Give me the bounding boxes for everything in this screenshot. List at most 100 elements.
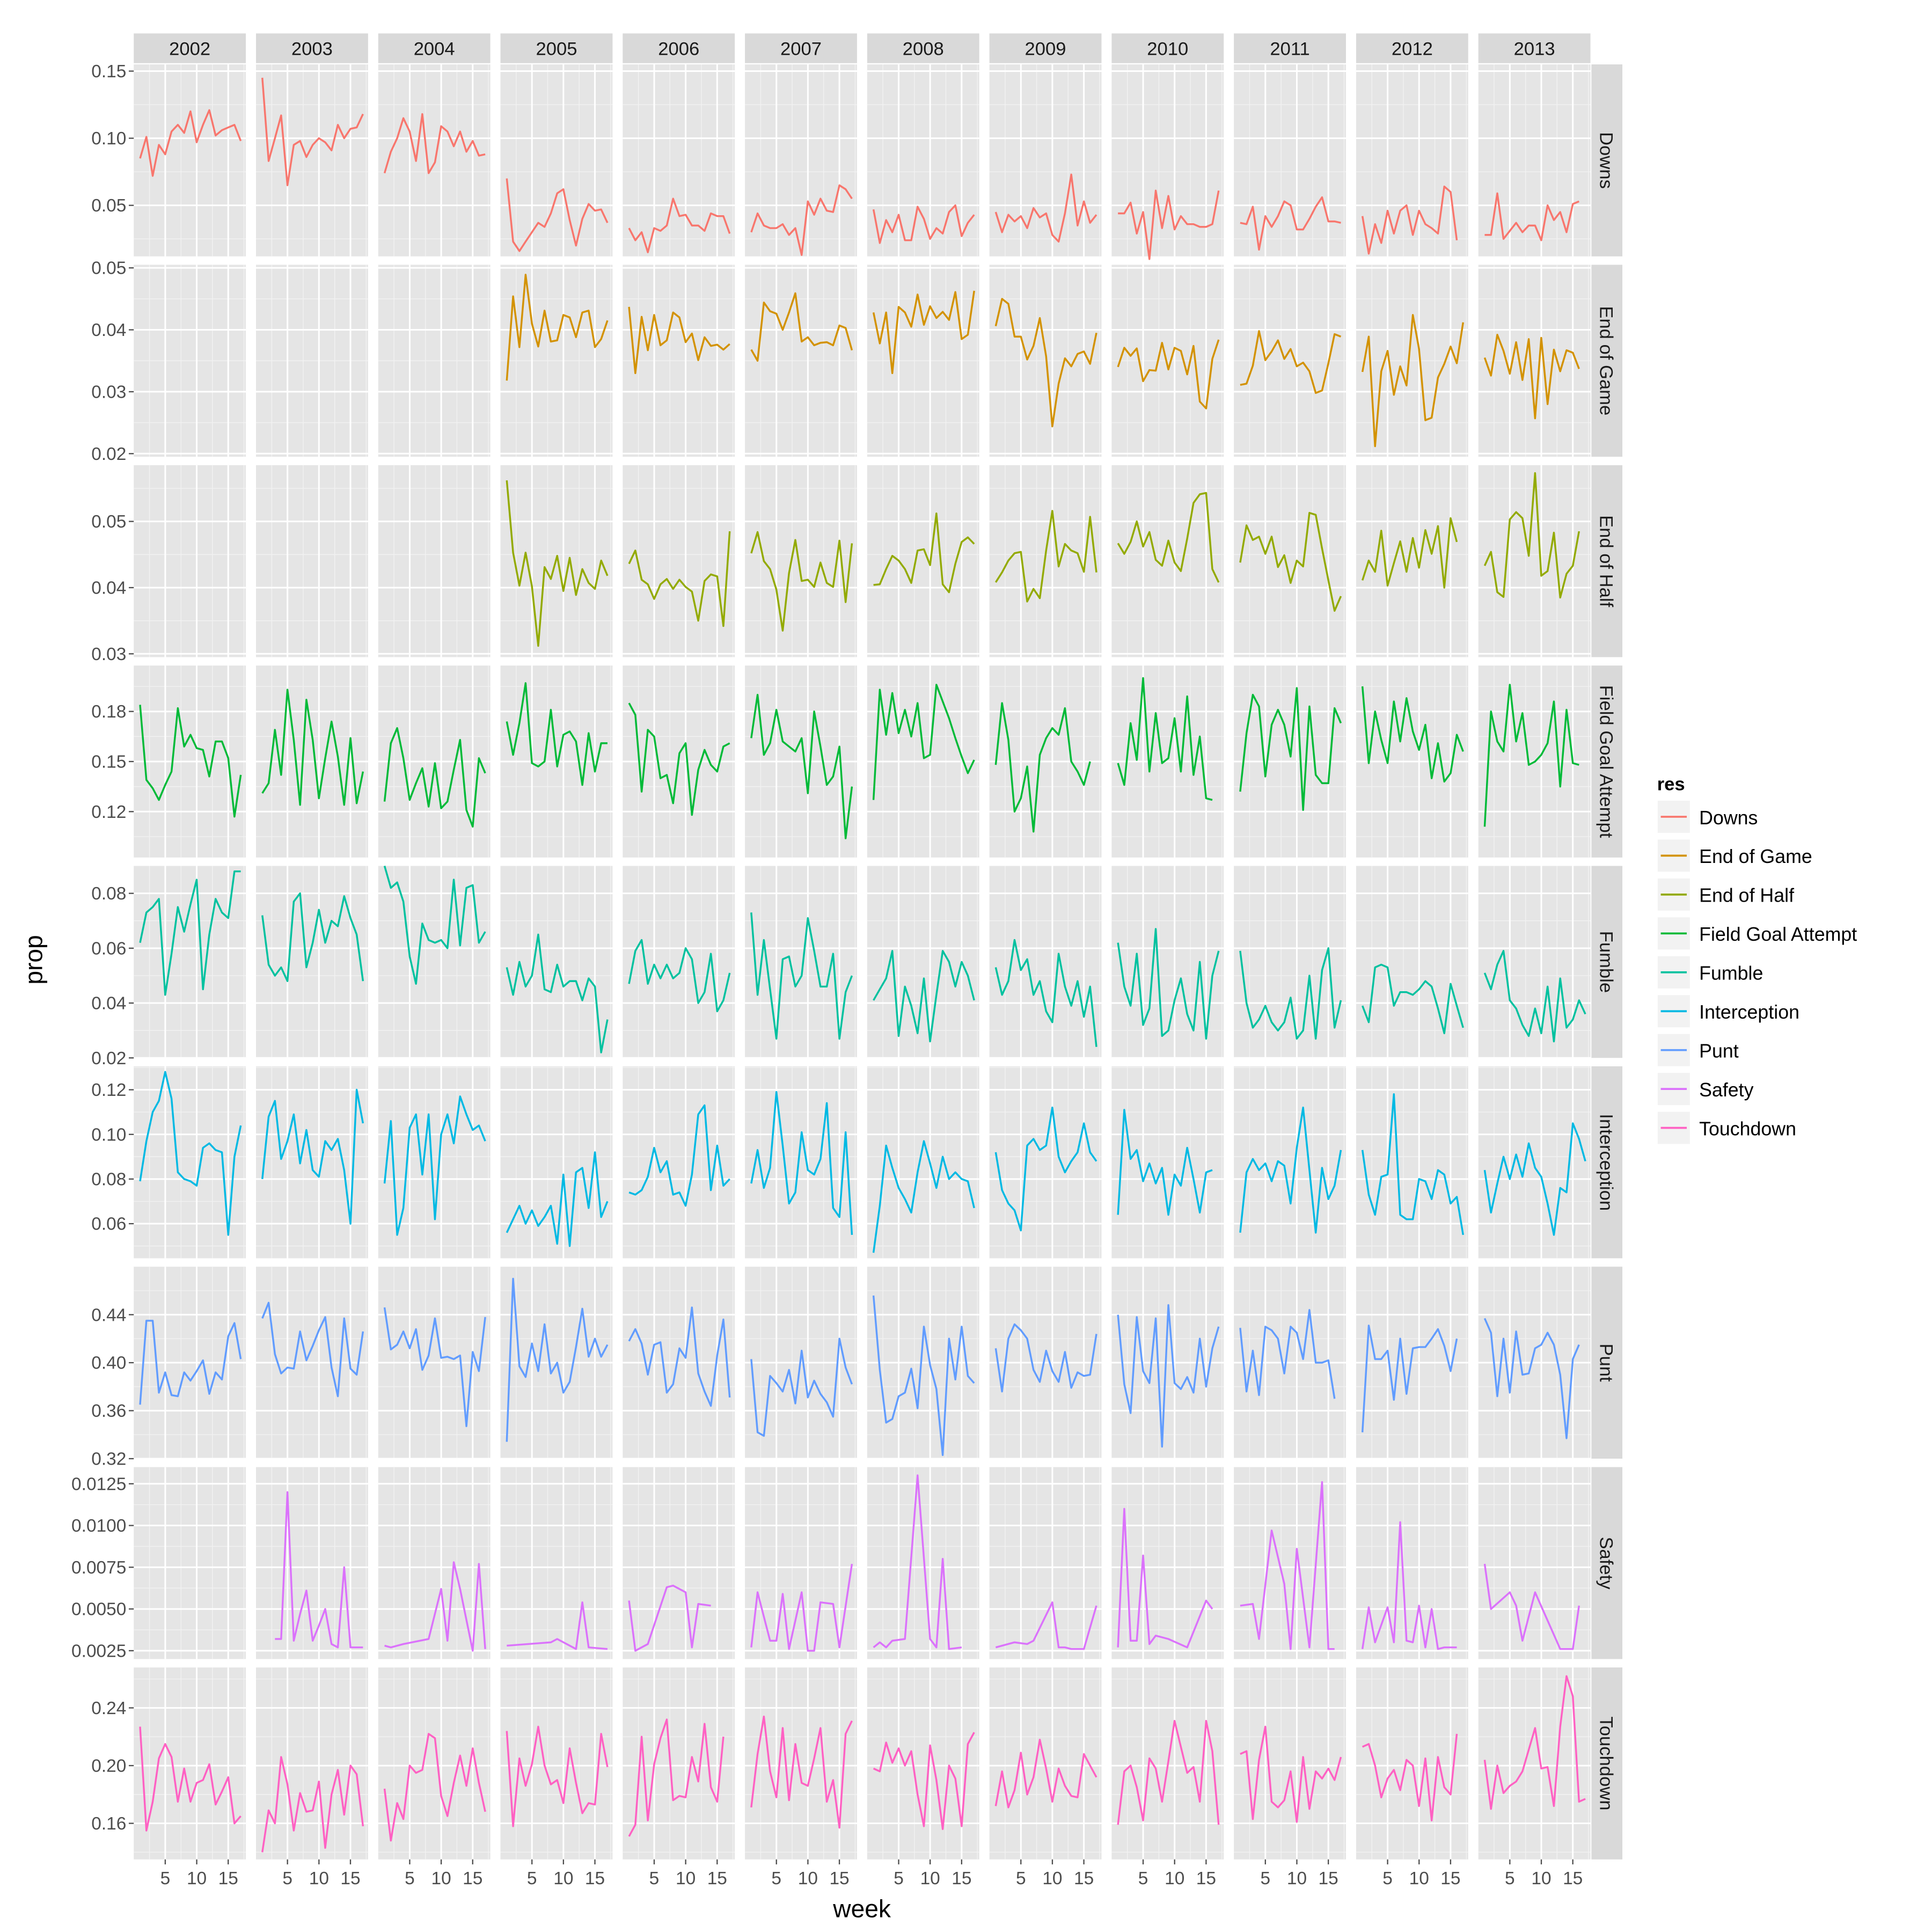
x-tick-label: 15	[463, 1869, 482, 1889]
panel-touchdown-2006	[623, 1667, 735, 1860]
legend-title: res	[1657, 774, 1685, 794]
series-line-interception-2004	[383, 1095, 486, 1236]
panel-fumble-2008	[867, 866, 979, 1058]
legend-label-interception: Interception	[1699, 1001, 1799, 1023]
strip-safety	[1591, 1467, 1623, 1659]
y-tick-label-punt: 0.36	[91, 1401, 126, 1421]
series-line-safety-2013	[1483, 1563, 1580, 1650]
series-line-fumble-2011	[1239, 947, 1342, 1040]
y-tick-label-end-of-game: 0.02	[91, 444, 126, 464]
y-tick-label-punt: 0.32	[91, 1450, 126, 1469]
panel-interception-2008	[867, 1066, 979, 1258]
x-tick-label: 5	[405, 1869, 415, 1889]
series-line-downs-2004	[383, 113, 486, 174]
series-line-end-of-half-2011	[1239, 511, 1342, 612]
panel-end-of-half-2013	[1478, 465, 1591, 657]
series-line-safety-2009	[995, 1601, 1097, 1650]
strip-2010	[1111, 33, 1224, 63]
strip-2013	[1478, 33, 1591, 63]
panel-end-of-half-2004	[378, 465, 491, 657]
strip-2009	[989, 33, 1102, 63]
series-line-touchdown-2002	[139, 1726, 241, 1832]
y-tick-label-end-of-game: 0.04	[91, 320, 126, 340]
series-line-interception-2005	[506, 1151, 609, 1247]
series-line-downs-2011	[1240, 196, 1341, 251]
x-tick-label: 15	[952, 1869, 971, 1889]
panel-downs-2007	[745, 64, 857, 257]
strip-label-2008: 2008	[903, 39, 944, 60]
series-line-touchdown-2009	[994, 1738, 1097, 1809]
x-tick-label: 10	[1042, 1869, 1062, 1889]
series-line-downs-2012	[1361, 185, 1458, 255]
legend-items: Downs End of Game End of Half Field Goal At…	[1656, 799, 1857, 1145]
series-line-punt-2010	[1117, 1304, 1220, 1448]
strip-label-interception: Interception	[1596, 1114, 1616, 1211]
panel-fumble-2013	[1478, 866, 1591, 1058]
legend-label-punt: Punt	[1699, 1041, 1739, 1062]
series-line-downs-2007	[750, 184, 853, 256]
series-line-punt-2011	[1239, 1309, 1336, 1399]
strip-end-of-game	[1591, 265, 1623, 457]
panel-end-of-half-2008	[867, 465, 979, 657]
panel-touchdown-2011	[1234, 1667, 1346, 1860]
series-line-safety-2011	[1240, 1481, 1335, 1650]
series-line-field-goal-attempt-2004	[383, 727, 486, 828]
panel-downs-2003	[256, 64, 368, 257]
series-line-safety-2003	[275, 1491, 363, 1649]
x-tick-label: 5	[1016, 1869, 1026, 1889]
panel-safety-2006	[623, 1467, 735, 1659]
panel-safety-2005	[500, 1467, 613, 1659]
panel-end-of-half-2011	[1234, 465, 1346, 657]
y-tick-label-fumble: 0.02	[91, 1049, 126, 1069]
y-tick-label-field-goal-attempt: 0.18	[91, 702, 126, 722]
x-tick-label: 5	[894, 1869, 904, 1889]
series-line-touchdown-2006	[628, 1718, 724, 1837]
y-tick-label-touchdown: 0.24	[91, 1699, 126, 1718]
series-line-downs-2009	[994, 173, 1097, 243]
panel-interception-2004	[378, 1066, 491, 1258]
panel-safety-2007	[745, 1467, 857, 1659]
series-line-downs-2003	[261, 77, 364, 186]
panel-interception-2012	[1356, 1066, 1468, 1258]
series-line-field-goal-attempt-2008	[872, 684, 975, 800]
series-line-end-of-half-2006	[628, 531, 731, 627]
y-tick-label-safety: 0.0025	[71, 1641, 126, 1661]
legend-label-touchdown: Touchdown	[1699, 1118, 1796, 1139]
x-tick-label: 5	[160, 1869, 171, 1889]
x-tick-label: 10	[1165, 1869, 1184, 1889]
strip-label-touchdown: Touchdown	[1596, 1716, 1616, 1810]
x-tick-label: 15	[218, 1869, 238, 1889]
series-line-fumble-2012	[1362, 963, 1464, 1035]
series-line-punt-2002	[139, 1320, 242, 1405]
series-line-downs-2008	[872, 204, 975, 244]
legend: res Downs End of Game End of Half Field Goa…	[1656, 774, 1857, 1145]
x-tick-label: 10	[1287, 1869, 1307, 1889]
series-line-safety-2010	[1117, 1507, 1213, 1649]
panel-downs-2005	[500, 64, 613, 257]
strip-field-goal-attempt	[1591, 665, 1623, 858]
series-line-punt-2006	[628, 1306, 731, 1407]
series-line-punt-2009	[994, 1323, 1097, 1393]
panel-downs-2002	[134, 64, 246, 257]
series-line-interception-2008	[872, 1140, 975, 1253]
y-tick-label-punt: 0.40	[91, 1353, 126, 1373]
panel-downs-2006	[623, 64, 735, 257]
panel-downs-2009	[989, 64, 1102, 257]
series-line-fumble-2008	[873, 950, 975, 1043]
series-line-field-goal-attempt-2010	[1117, 677, 1213, 801]
x-tick-label: 5	[1138, 1869, 1148, 1889]
series-line-fumble-2004	[383, 866, 486, 985]
series-line-safety-2007	[750, 1563, 853, 1652]
series-line-interception-2010	[1117, 1109, 1213, 1216]
strip-label-punt: Punt	[1596, 1344, 1616, 1382]
x-tick-label: 10	[1531, 1869, 1551, 1889]
x-tick-label: 5	[1382, 1869, 1393, 1889]
strip-punt	[1591, 1267, 1623, 1459]
strip-label-2013: 2013	[1514, 39, 1555, 60]
strip-2011	[1234, 33, 1346, 63]
series-line-fumble-2002	[139, 870, 241, 996]
series-line-fumble-2006	[628, 939, 731, 1013]
panel-fumble-2012	[1356, 866, 1468, 1058]
strip-label-field-goal-attempt: Field Goal Attempt	[1596, 685, 1616, 838]
y-tick-label-interception: 0.12	[91, 1080, 126, 1100]
